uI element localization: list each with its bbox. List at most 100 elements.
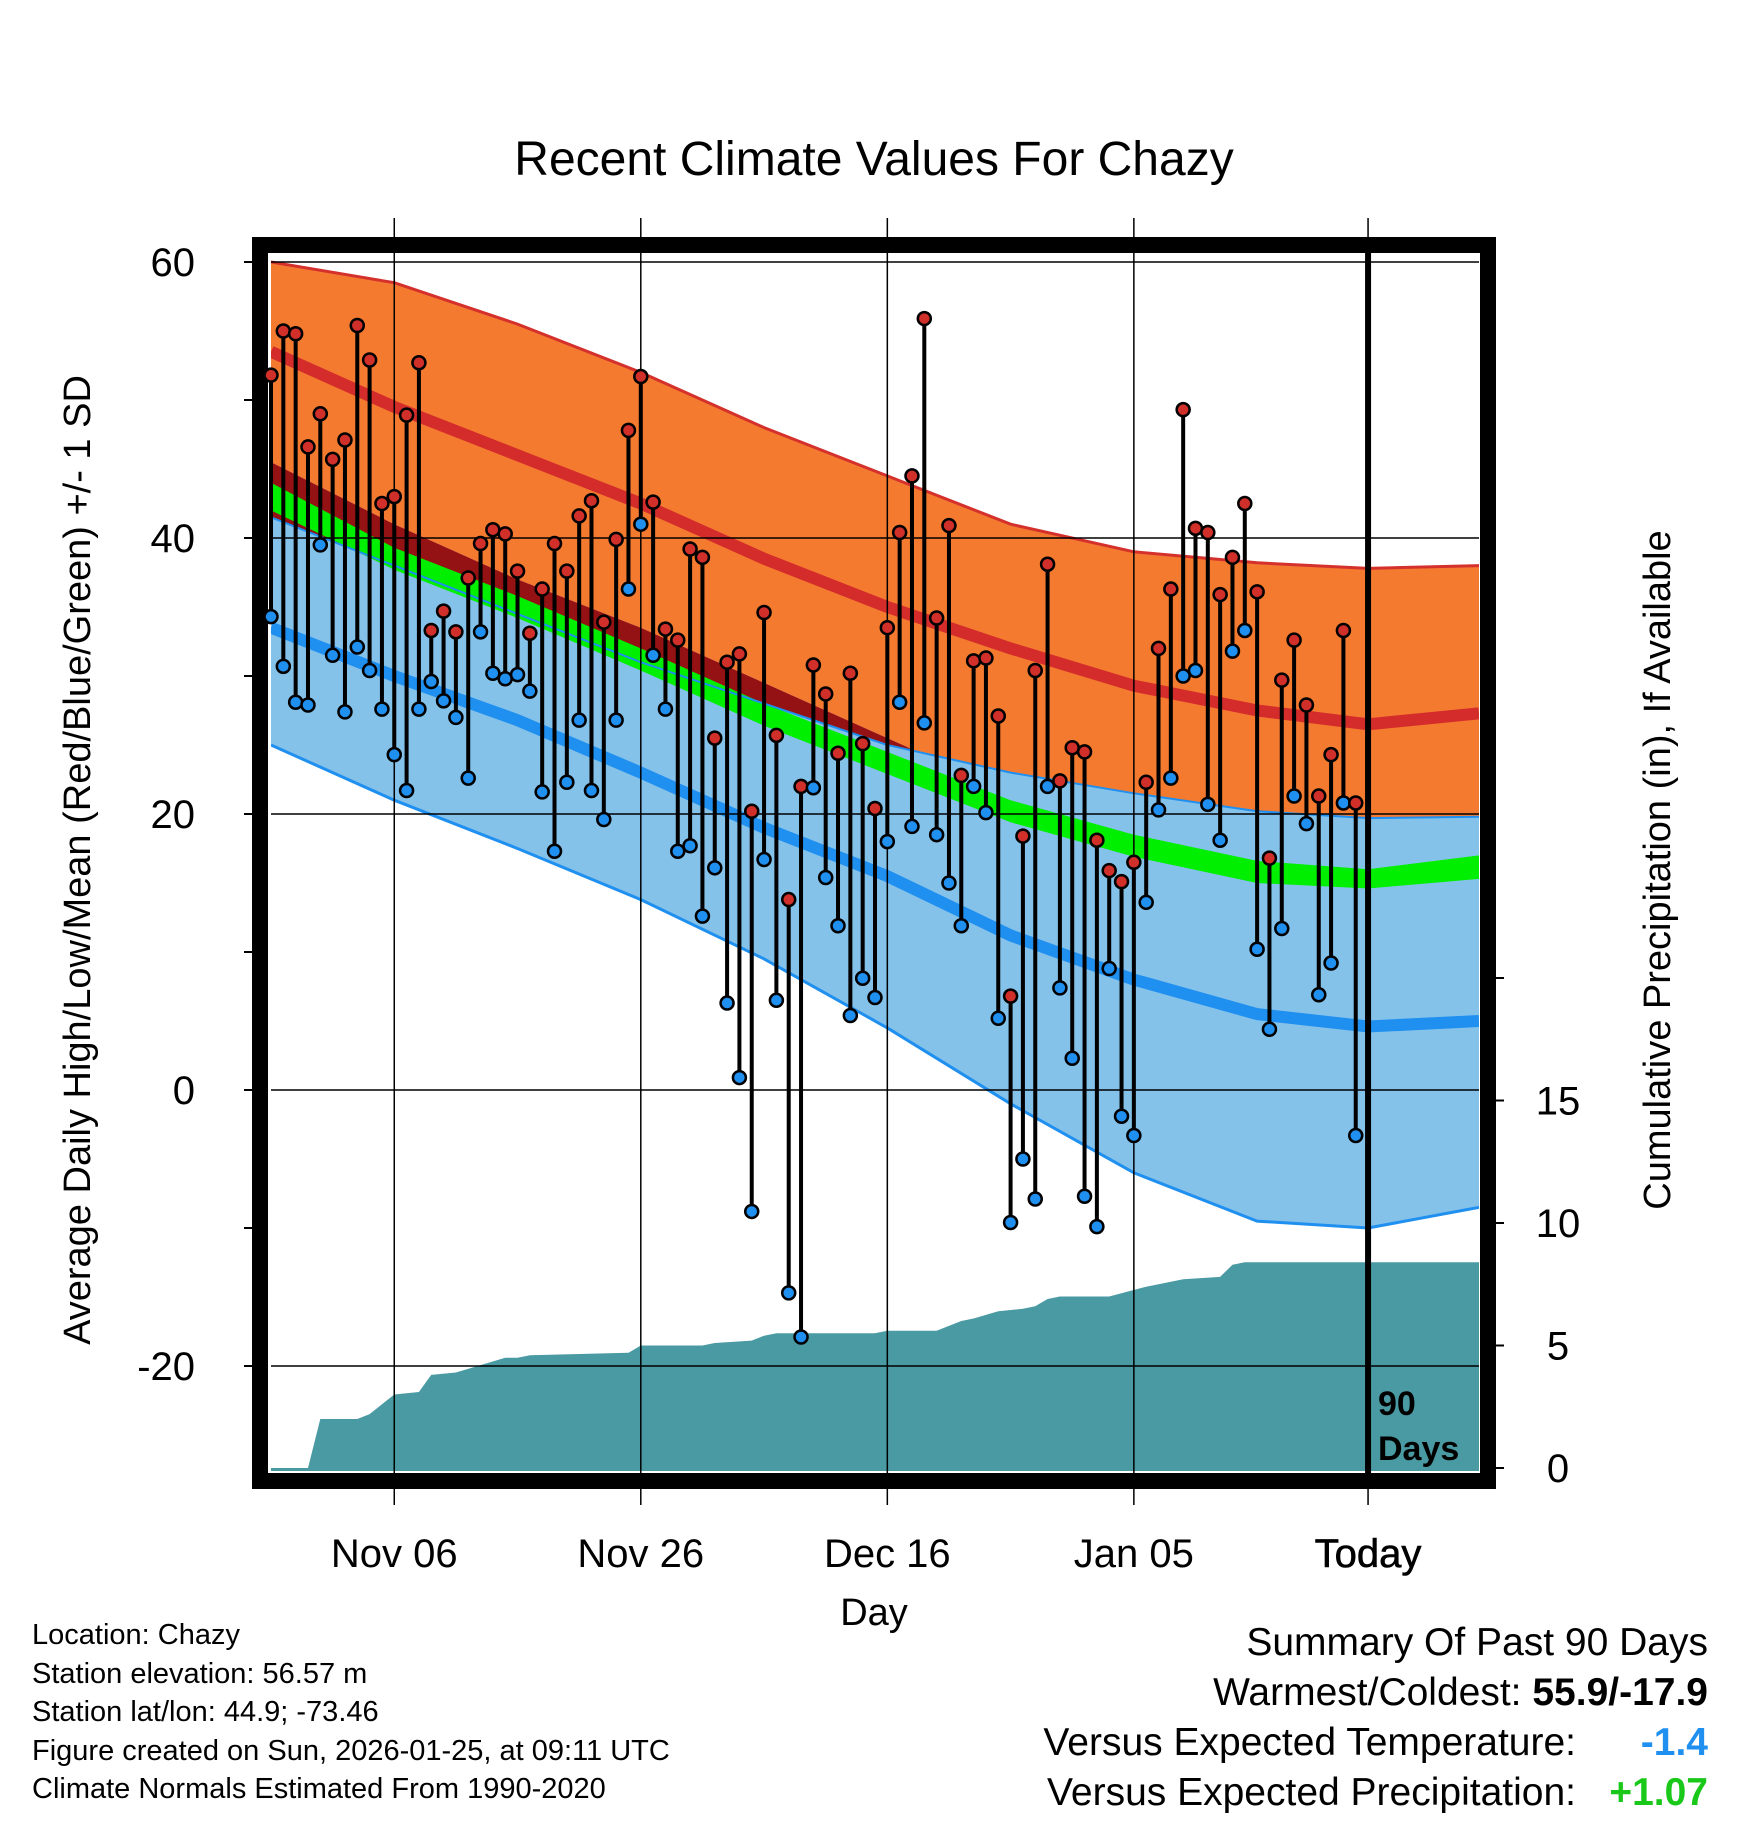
- daily-low-point: [928, 826, 945, 843]
- daily-low-point: [423, 673, 439, 690]
- temp-versus-label: Versus Expected Temperature:: [1043, 1721, 1576, 1764]
- daily-high-point: [941, 517, 957, 534]
- daily-low-point: [349, 639, 366, 655]
- daily-high-point: [916, 310, 933, 327]
- daily-low-point: [1261, 1021, 1278, 1038]
- daily-low-point: [657, 701, 674, 717]
- daily-low-point: [1126, 1127, 1142, 1144]
- daily-low-point: [1298, 815, 1315, 832]
- y-tick-label: -20: [137, 1345, 195, 1389]
- daily-low-point: [978, 804, 994, 821]
- daily-low-point: [1200, 796, 1216, 813]
- daily-low-point: [361, 662, 378, 679]
- daily-low-point: [1249, 941, 1265, 957]
- daily-low-point: [263, 608, 279, 625]
- daily-low-point: [1138, 894, 1154, 911]
- daily-low-point: [374, 701, 390, 717]
- daily-low-point: [731, 1069, 748, 1086]
- daily-low-point: [460, 770, 476, 786]
- daily-low-point: [485, 665, 501, 681]
- daily-low-point: [867, 989, 883, 1006]
- daily-low-point: [312, 537, 329, 553]
- daily-high-point: [361, 352, 378, 368]
- y2-tick-label: 15: [1536, 1080, 1581, 1124]
- daily-high-point: [817, 686, 834, 702]
- precip-versus-label: Versus Expected Precipitation:: [1047, 1771, 1576, 1814]
- daily-low-point: [497, 671, 513, 687]
- y-tick-label: 0: [173, 1069, 195, 1113]
- daily-low-point: [756, 851, 772, 868]
- daily-high-point: [1335, 622, 1352, 639]
- daily-high-point: [1298, 697, 1315, 713]
- daily-low-point: [1212, 832, 1228, 848]
- daily-high-point: [1175, 401, 1191, 418]
- x-tick-label: Nov 06: [331, 1532, 458, 1576]
- daily-high-point: [423, 622, 439, 639]
- today-label-days-count: 90: [1378, 1385, 1416, 1423]
- daily-high-point: [534, 581, 550, 597]
- daily-low-point: [337, 704, 353, 720]
- daily-low-point: [1311, 987, 1327, 1003]
- daily-high-point: [904, 468, 920, 484]
- daily-low-point: [275, 658, 292, 675]
- daily-high-point: [731, 646, 748, 662]
- daily-low-point: [571, 712, 587, 728]
- daily-high-point: [571, 508, 587, 524]
- daily-low-point: [694, 908, 711, 924]
- daily-high-point: [682, 541, 698, 557]
- daily-low-point: [1027, 1191, 1043, 1207]
- location-text: Location: Chazy: [32, 1619, 240, 1651]
- daily-high-point: [472, 535, 489, 552]
- daily-high-point: [1052, 773, 1068, 789]
- daily-low-point: [891, 694, 908, 710]
- daily-high-point: [522, 625, 538, 641]
- summary-heading: Summary Of Past 90 Days: [1246, 1621, 1708, 1664]
- daily-high-point: [1138, 774, 1154, 791]
- daily-low-point: [670, 843, 686, 860]
- y2-tick-label: 10: [1536, 1202, 1581, 1246]
- daily-low-point: [645, 647, 661, 664]
- daily-high-point: [583, 492, 600, 509]
- daily-high-point: [1015, 828, 1031, 844]
- daily-high-point: [694, 549, 711, 566]
- daily-low-point: [1163, 770, 1179, 786]
- daily-low-point: [768, 992, 785, 1009]
- daily-low-point: [1113, 1108, 1130, 1124]
- daily-low-point: [1237, 622, 1253, 639]
- daily-high-point: [1347, 795, 1364, 811]
- daily-low-point: [559, 774, 575, 791]
- daily-low-point: [793, 1329, 809, 1345]
- daily-low-point: [1039, 778, 1056, 795]
- precip-versus-value: +1.07: [1609, 1771, 1708, 1814]
- daily-low-point: [546, 843, 563, 860]
- daily-high-point: [1039, 556, 1056, 572]
- daily-low-point: [1175, 668, 1191, 684]
- daily-high-point: [633, 368, 649, 385]
- daily-low-point: [522, 683, 538, 699]
- daily-high-point: [1002, 988, 1019, 1004]
- daily-high-point: [1323, 746, 1339, 763]
- daily-low-point: [1187, 662, 1204, 679]
- daily-high-point: [768, 727, 785, 744]
- daily-low-point: [707, 860, 723, 876]
- daily-high-point: [1274, 672, 1290, 688]
- daily-high-point: [928, 610, 945, 626]
- daily-high-point: [559, 563, 575, 579]
- daily-high-point: [485, 521, 501, 538]
- daily-high-point: [657, 621, 674, 637]
- daily-low-point: [965, 778, 982, 795]
- station-info: Location: Chazy Station elevation: 56.57…: [32, 1616, 670, 1809]
- daily-high-point: [1076, 744, 1093, 760]
- daily-high-point: [1261, 850, 1278, 866]
- daily-high-point: [374, 495, 390, 512]
- y2-tick-label: 5: [1547, 1325, 1569, 1369]
- axis-ticks: 60 40 20 0 -20 15 10 5 0 Nov 06 Nov 26 Dec 16 Jan 05…: [137, 241, 1580, 1576]
- daily-high-point: [620, 422, 637, 439]
- warm-cold-label: Warmest/Coldest:: [1213, 1671, 1533, 1714]
- daily-low-point: [854, 970, 871, 986]
- daily-high-point: [1126, 854, 1142, 871]
- daily-low-point: [879, 833, 896, 850]
- daily-low-point: [633, 516, 649, 532]
- daily-high-point: [300, 439, 316, 455]
- x-tick-label: Jan 05: [1074, 1532, 1194, 1576]
